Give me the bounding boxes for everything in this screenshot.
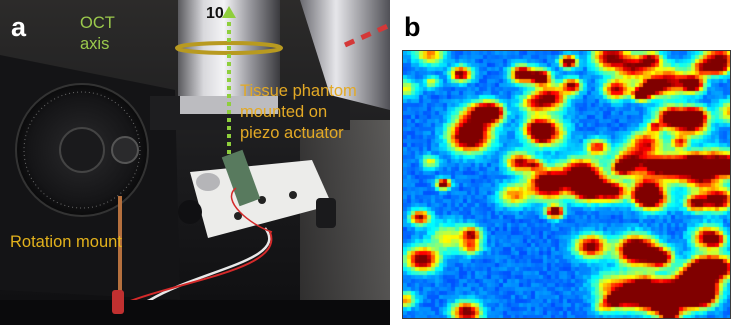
objective-engraving: 10: [206, 5, 224, 22]
oct-axis-label: OCT axis: [80, 13, 115, 55]
tissue-phantom-label: Tissue phantom mounted on piezo actuator: [240, 81, 357, 144]
speckle-heatmap-canvas: [403, 51, 730, 318]
rotation-mount-label: Rotation mount: [10, 233, 122, 251]
panel-letter-b: b: [404, 12, 421, 42]
setup-photograph: 10: [0, 0, 390, 325]
panel-letter-a: a: [11, 12, 27, 42]
oct-axis-label-line: OCT: [80, 14, 115, 32]
tissue-phantom-label-line: piezo actuator: [240, 124, 344, 142]
photo-panel: 10 a OCT axis Tissue phantom mounted on: [0, 0, 390, 325]
speckle-heatmap: [402, 50, 731, 319]
tissue-phantom-label-line: Tissue phantom: [240, 82, 357, 100]
tissue-phantom-label-line: mounted on: [240, 103, 328, 121]
oct-axis-label-line: axis: [80, 35, 110, 53]
